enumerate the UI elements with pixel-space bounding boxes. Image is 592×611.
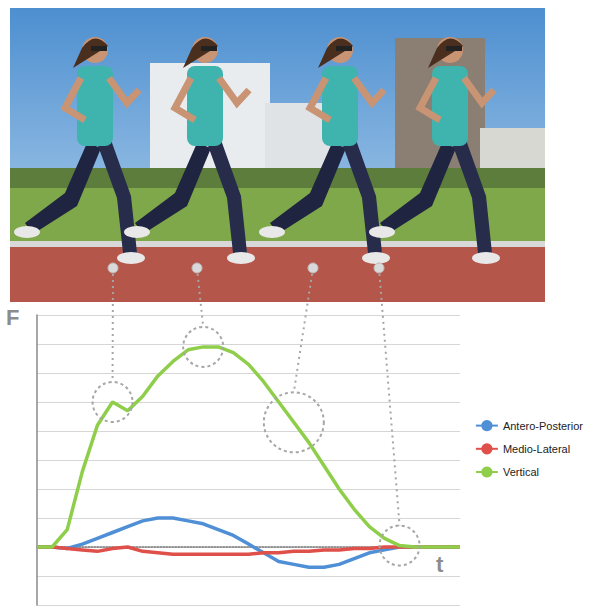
- svg-text:Antero-Posterior: Antero-Posterior: [503, 420, 583, 432]
- svg-text:Vertical: Vertical: [503, 466, 539, 478]
- svg-text:t: t: [436, 552, 444, 577]
- svg-text:F: F: [6, 305, 19, 330]
- svg-text:Medio-Lateral: Medio-Lateral: [503, 443, 570, 455]
